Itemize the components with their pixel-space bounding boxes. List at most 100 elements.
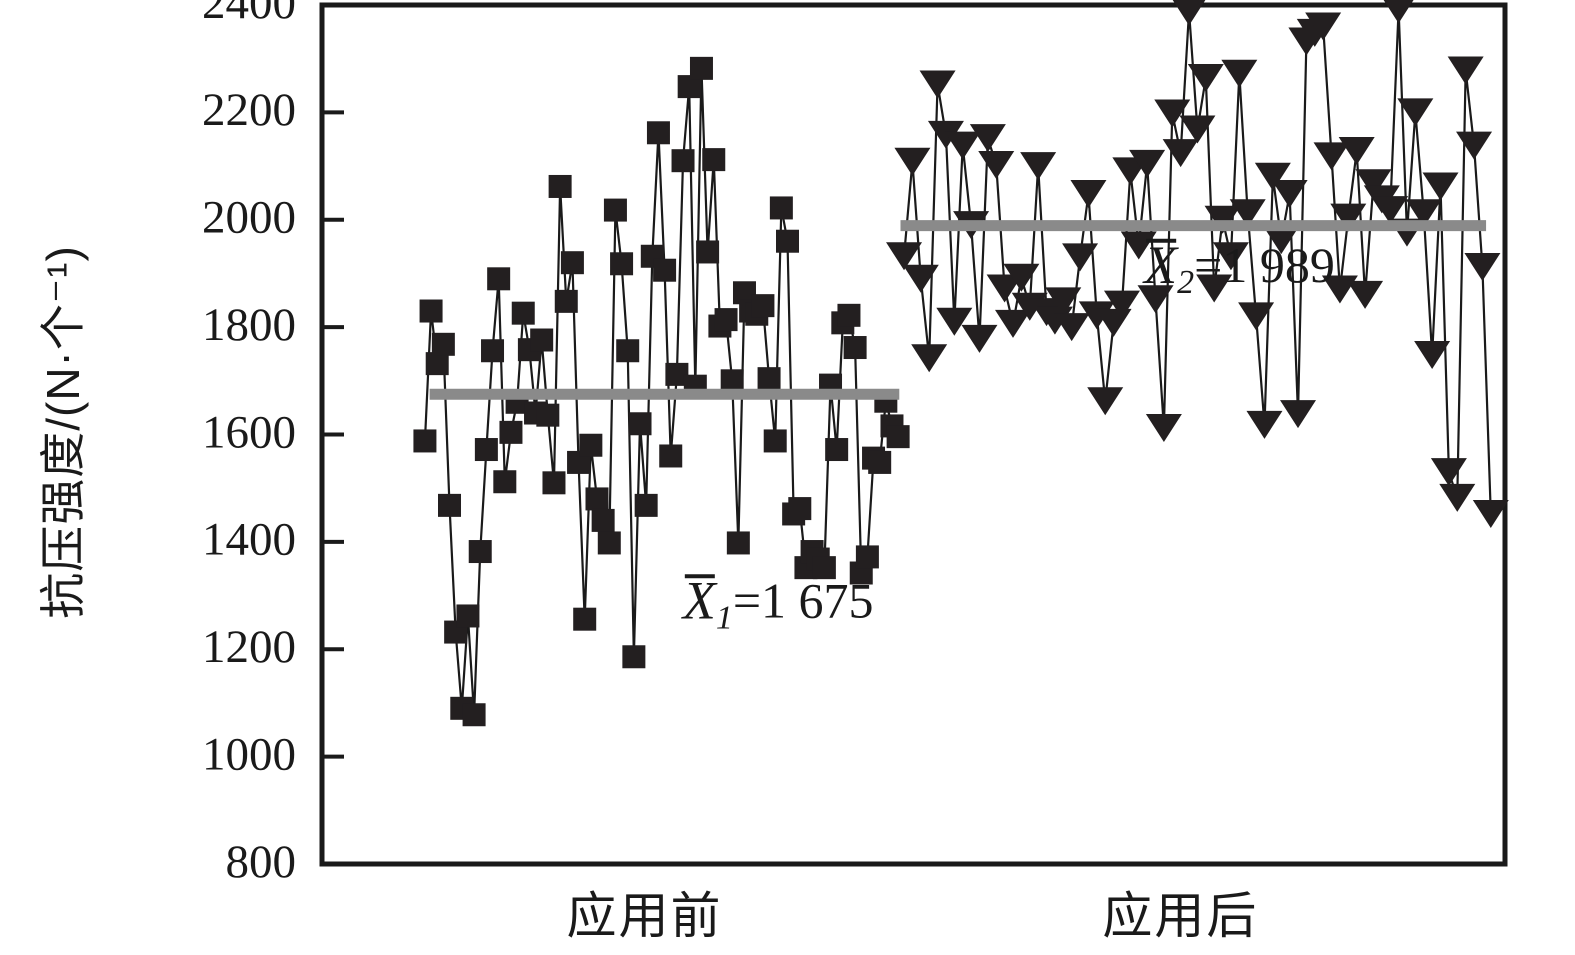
data-point-marker (1129, 149, 1166, 178)
data-point-marker (886, 242, 923, 271)
data-point-marker (653, 258, 677, 282)
data-point-marker (1422, 172, 1459, 201)
data-point-marker (696, 240, 720, 264)
data-point-marker (855, 545, 879, 569)
y-tick-label-1400: 1400 (202, 514, 296, 566)
data-point-marker (610, 252, 634, 276)
annotation-text: X2=1 989 (1142, 235, 1335, 300)
data-point-marker (726, 531, 750, 555)
data-point-marker (757, 367, 781, 391)
data-point-marker (1246, 410, 1283, 439)
y-tick-label-1000: 1000 (202, 728, 296, 780)
data-point-marker (911, 344, 948, 373)
data-point-marker (1053, 313, 1090, 342)
data-point-marker (788, 497, 812, 521)
y-tick-label-800: 800 (226, 836, 297, 888)
data-point-marker (603, 198, 627, 222)
data-point-marker (1187, 64, 1224, 93)
data-point-marker (1145, 414, 1182, 443)
data-point-marker (1179, 115, 1216, 144)
data-point-marker (978, 150, 1015, 179)
data-point-marker (720, 369, 744, 393)
annotation-mean-2: X2=1 989 (1142, 235, 1335, 300)
data-point-marker (1087, 387, 1124, 416)
series-before (413, 56, 910, 727)
data-point-marker (1372, 196, 1409, 225)
data-point-marker (1439, 483, 1476, 512)
data-point-marker (1447, 56, 1484, 85)
data-point-marker (1238, 302, 1275, 331)
data-point-marker (419, 299, 443, 323)
data-point-marker (573, 607, 597, 631)
plot-frame (319, 2, 1508, 867)
data-point-marker (702, 148, 726, 172)
data-point-marker (1347, 280, 1384, 309)
data-point-marker (536, 403, 560, 427)
data-point-marker (499, 420, 523, 444)
data-point-marker (468, 540, 492, 564)
x-category-label-before: 应用前 (566, 888, 723, 944)
data-point-marker (622, 645, 646, 669)
y-tick-label-2000: 2000 (202, 192, 296, 244)
data-point-marker (1414, 341, 1451, 370)
data-point-marker (714, 308, 738, 332)
data-point-marker (825, 438, 849, 462)
x-category-label-after: 应用后 (1102, 888, 1259, 944)
data-point-marker (671, 149, 695, 173)
data-point-marker (1204, 205, 1241, 234)
data-point-marker (894, 147, 931, 176)
data-point-marker (1078, 301, 1115, 330)
y-tick-label-1200: 1200 (202, 621, 296, 673)
data-point-marker (986, 274, 1023, 303)
y-tick-label-2400: 2400 (202, 0, 296, 29)
data-point-marker (868, 450, 892, 474)
data-point-marker (812, 556, 836, 580)
data-point-marker (843, 336, 867, 360)
data-point-marker (1472, 499, 1509, 528)
data-point-marker (1020, 152, 1057, 181)
data-point-marker (659, 444, 683, 468)
data-point-marker (579, 433, 603, 457)
data-point-marker (646, 121, 670, 145)
data-point-marker (927, 120, 964, 149)
data-point-marker (1430, 458, 1467, 487)
data-point-marker (1154, 99, 1191, 128)
y-tick-label-1600: 1600 (202, 406, 296, 458)
series-after (886, 0, 1509, 528)
data-point-marker (1271, 179, 1308, 208)
data-point-marker (462, 703, 486, 727)
data-point-marker (456, 604, 480, 628)
data-point-marker (1212, 242, 1249, 271)
data-point-marker (1103, 290, 1140, 319)
data-point-marker (776, 229, 800, 253)
data-point-marker (936, 307, 973, 336)
data-point-marker (481, 339, 505, 363)
data-point-marker (1464, 252, 1501, 281)
data-point-marker (530, 328, 554, 352)
data-point-marker (1137, 285, 1174, 314)
data-point-marker (438, 493, 462, 517)
data-point-marker (628, 412, 652, 436)
data-point-marker (487, 267, 511, 291)
y-tick-label-1800: 1800 (202, 299, 296, 351)
data-point-marker (1196, 274, 1233, 303)
plot-frame-border (319, 2, 1508, 867)
data-point-marker (1172, 0, 1206, 26)
data-series-group (413, 0, 1509, 727)
data-point-marker (1305, 12, 1342, 41)
data-point-marker (1045, 287, 1082, 316)
data-point-marker (1397, 98, 1434, 127)
data-point-marker (431, 332, 455, 356)
data-point-marker (1221, 59, 1258, 88)
data-point-marker (769, 196, 793, 220)
data-point-marker (616, 339, 640, 363)
annotations-group: X1=1 675 X2=1 989 (681, 235, 1335, 636)
data-point-marker (1229, 199, 1266, 228)
data-point-marker (969, 124, 1006, 153)
data-point-marker (944, 131, 981, 160)
annotation-mean-1: X1=1 675 (681, 571, 874, 636)
data-point-marker (665, 362, 689, 386)
data-point-marker (886, 425, 910, 449)
mean-lines-group (429, 220, 1487, 400)
